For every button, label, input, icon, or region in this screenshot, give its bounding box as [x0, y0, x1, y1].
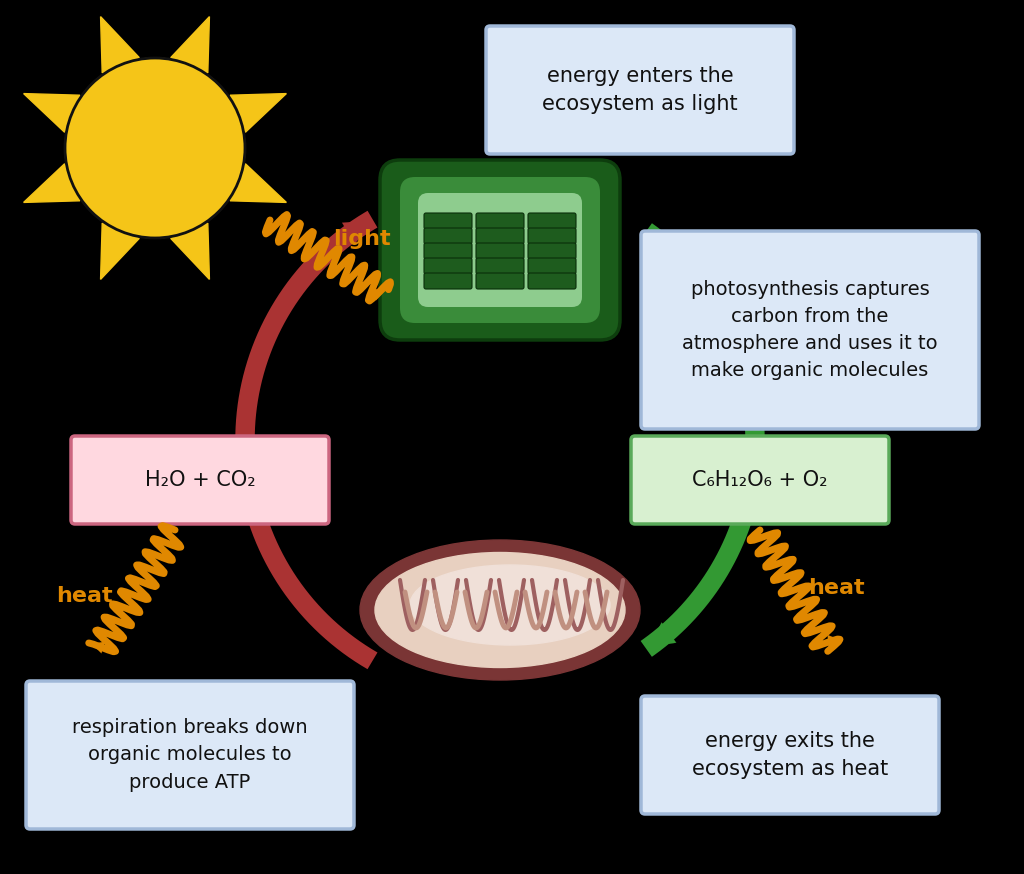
Text: C₆H₁₂O₆ + O₂: C₆H₁₂O₆ + O₂ [692, 470, 827, 490]
FancyBboxPatch shape [528, 243, 575, 259]
Ellipse shape [360, 540, 640, 680]
Polygon shape [230, 163, 287, 203]
Polygon shape [24, 163, 80, 203]
FancyBboxPatch shape [476, 213, 524, 229]
Polygon shape [171, 17, 210, 73]
FancyBboxPatch shape [424, 213, 472, 229]
Polygon shape [100, 223, 139, 280]
FancyBboxPatch shape [476, 243, 524, 259]
Ellipse shape [410, 565, 610, 645]
FancyBboxPatch shape [528, 273, 575, 289]
FancyBboxPatch shape [476, 258, 524, 274]
FancyBboxPatch shape [424, 243, 472, 259]
FancyBboxPatch shape [400, 177, 600, 323]
FancyBboxPatch shape [486, 26, 794, 154]
Text: respiration breaks down
organic molecules to
produce ATP: respiration breaks down organic molecule… [72, 718, 308, 792]
Polygon shape [100, 17, 139, 73]
FancyBboxPatch shape [418, 193, 582, 307]
FancyBboxPatch shape [528, 228, 575, 244]
FancyBboxPatch shape [476, 273, 524, 289]
FancyBboxPatch shape [424, 273, 472, 289]
Text: energy exits the
ecosystem as heat: energy exits the ecosystem as heat [692, 731, 888, 780]
FancyBboxPatch shape [641, 231, 979, 429]
Text: heat: heat [808, 578, 864, 598]
FancyBboxPatch shape [476, 228, 524, 244]
FancyBboxPatch shape [424, 258, 472, 274]
FancyBboxPatch shape [631, 436, 889, 524]
Text: H₂O + CO₂: H₂O + CO₂ [144, 470, 255, 490]
Ellipse shape [375, 552, 625, 668]
Text: energy enters the
ecosystem as light: energy enters the ecosystem as light [542, 66, 738, 114]
FancyBboxPatch shape [380, 160, 620, 340]
Circle shape [65, 58, 245, 238]
Text: heat: heat [56, 586, 113, 607]
FancyBboxPatch shape [528, 258, 575, 274]
FancyBboxPatch shape [26, 681, 354, 829]
Polygon shape [171, 223, 210, 280]
FancyBboxPatch shape [528, 213, 575, 229]
Text: light: light [334, 229, 391, 249]
FancyBboxPatch shape [641, 696, 939, 814]
Polygon shape [24, 94, 80, 132]
Polygon shape [230, 94, 287, 132]
FancyBboxPatch shape [71, 436, 329, 524]
FancyBboxPatch shape [424, 228, 472, 244]
Text: photosynthesis captures
carbon from the
atmosphere and uses it to
make organic m: photosynthesis captures carbon from the … [682, 280, 938, 380]
